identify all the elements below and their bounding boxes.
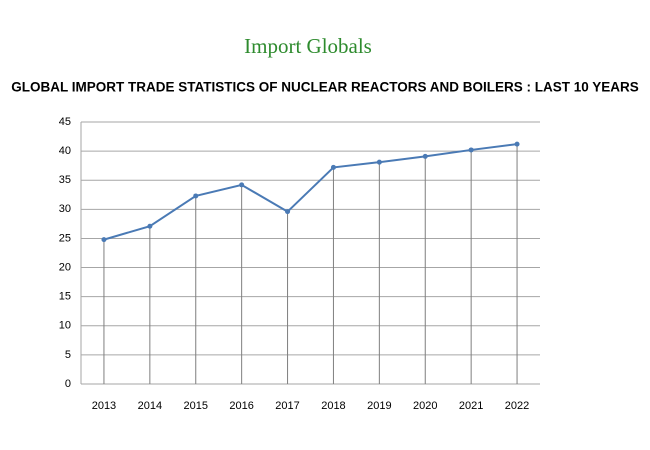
point bbox=[193, 193, 199, 199]
x-tick-label: 2020 bbox=[413, 400, 437, 412]
y-tick-label: 15 bbox=[59, 291, 71, 303]
y-tick-label: 35 bbox=[59, 174, 71, 186]
x-tick-label: 2013 bbox=[92, 400, 116, 412]
y-tick-label: 30 bbox=[59, 203, 71, 215]
y-tick-label: 40 bbox=[59, 145, 71, 157]
point bbox=[376, 159, 382, 165]
x-tick-label: 2015 bbox=[184, 400, 208, 412]
x-tick-label: 2019 bbox=[367, 400, 391, 412]
x-tick-label: 2022 bbox=[505, 400, 529, 412]
x-tick-label: 2021 bbox=[459, 400, 483, 412]
x-tick-label: 2014 bbox=[138, 400, 162, 412]
point bbox=[422, 153, 428, 159]
point bbox=[239, 182, 245, 188]
y-tick-label: 0 bbox=[65, 378, 71, 390]
y-tick-label: 45 bbox=[59, 116, 71, 128]
y-tick-label: 5 bbox=[65, 349, 71, 361]
logo: Import Globals bbox=[244, 34, 372, 58]
point bbox=[514, 141, 520, 147]
chart-title: GLOBAL IMPORT TRADE STATISTICS OF NUCLEA… bbox=[11, 80, 639, 95]
y-tick-label: 20 bbox=[59, 261, 71, 273]
point bbox=[468, 147, 474, 153]
y-tick-label: 10 bbox=[59, 320, 71, 332]
x-tick-label: 2016 bbox=[229, 400, 253, 412]
point bbox=[147, 223, 153, 229]
line bbox=[103, 143, 518, 241]
point bbox=[330, 164, 336, 170]
x-tick-label: 2018 bbox=[321, 400, 345, 412]
y-tick-label: 25 bbox=[59, 232, 71, 244]
point bbox=[101, 237, 107, 243]
point bbox=[285, 209, 291, 215]
x-tick-label: 2017 bbox=[275, 400, 299, 412]
